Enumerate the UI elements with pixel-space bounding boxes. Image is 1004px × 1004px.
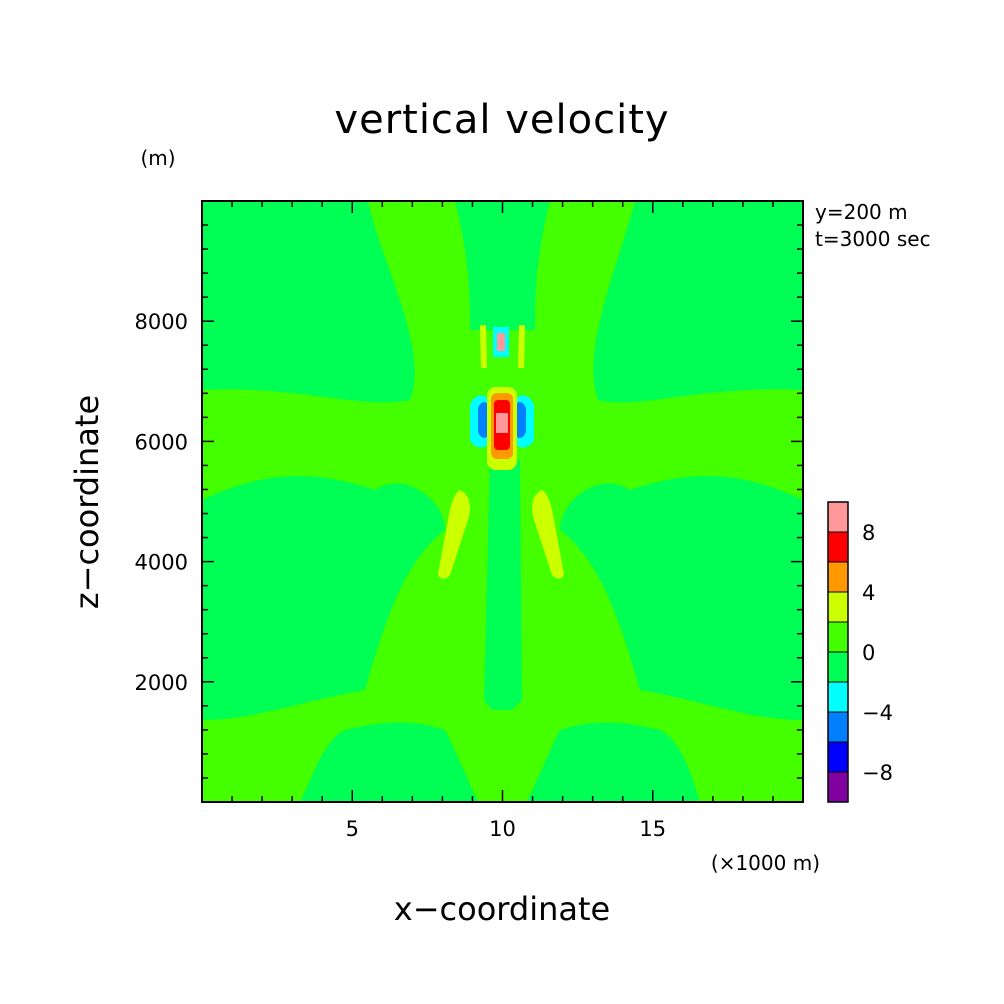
contour-field [202, 201, 803, 802]
colorbar-swatch [827, 621, 849, 653]
colorbar-swatch [827, 531, 849, 563]
colorbar-swatch [827, 741, 849, 773]
colorbar-tick-label: −8 [862, 761, 893, 785]
colorbar-swatch [827, 501, 849, 533]
colorbar-swatch [827, 711, 849, 743]
x-tick-label: 10 [489, 817, 516, 841]
minor-ticks [202, 201, 803, 802]
contour-region-downdraft-upper-core [497, 333, 505, 351]
colorbar: 8 4 0 −4 −8 [827, 501, 893, 803]
chart-title: vertical velocity [334, 97, 669, 143]
colorbar-swatch [827, 651, 849, 683]
contour-region-center-column [484, 460, 522, 710]
x-unit-label: (×1000 m) [711, 851, 820, 875]
x-tick-label: 5 [346, 817, 359, 841]
y-unit-label: (m) [140, 146, 175, 170]
contour-region-updraft-band-right [532, 490, 564, 579]
y-tick-label: 4000 [135, 551, 188, 575]
contour-region-core-max [496, 413, 508, 433]
colorbar-swatch [827, 561, 849, 593]
colorbar-swatch [827, 681, 849, 713]
colorbar-swatch [827, 591, 849, 623]
colorbar-tick-label: 0 [862, 641, 875, 665]
contour-region-updraft-band-left [438, 490, 470, 579]
annotation-y: y=200 m [815, 200, 908, 224]
contour-region-updraft-upper-left [480, 325, 487, 368]
colorbar-tick-label: 4 [862, 581, 875, 605]
y-axis-label: z−coordinate [68, 395, 106, 609]
x-ticks: 5 10 15 [346, 817, 667, 841]
contour-region-updraft-upper-right [518, 325, 525, 368]
colorbar-frame [827, 501, 849, 803]
x-axis-label: x−coordinate [394, 890, 610, 928]
annotation-t: t=3000 sec [815, 227, 931, 251]
y-tick-label: 2000 [135, 671, 188, 695]
colorbar-swatch [827, 771, 849, 803]
contour-region-downdraft-left-core [478, 402, 489, 438]
colorbar-tick-label: 8 [862, 521, 875, 545]
colorbar-tick-label: −4 [862, 701, 893, 725]
y-tick-label: 6000 [135, 430, 188, 454]
contour-region-downdraft-right-core [515, 402, 526, 438]
y-tick-label: 8000 [135, 310, 188, 334]
y-ticks: 2000 4000 6000 8000 [135, 310, 188, 695]
x-tick-label: 15 [639, 817, 666, 841]
